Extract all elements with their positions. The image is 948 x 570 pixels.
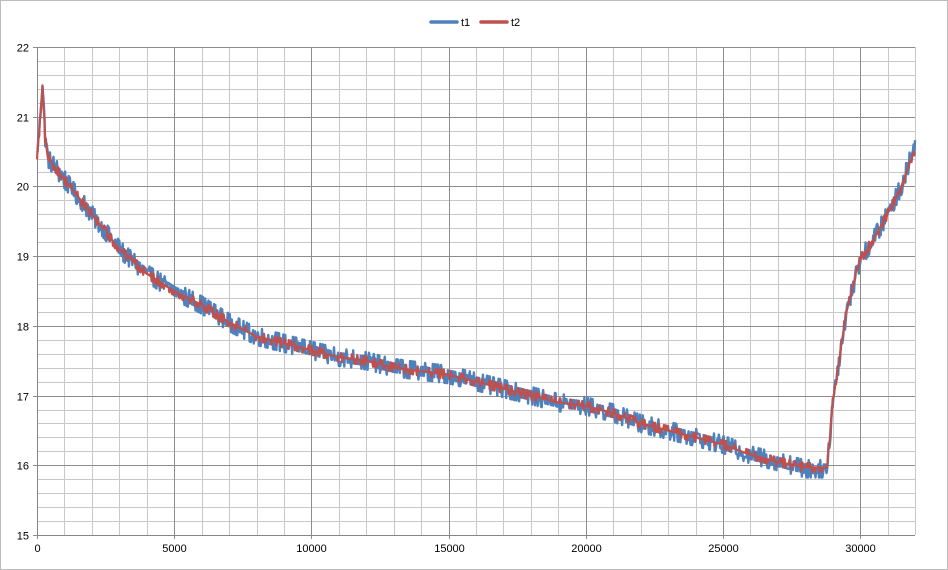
series-line-t1 — [36, 84, 917, 479]
y-tick-label: 20 — [17, 182, 29, 194]
x-tick-label: 5000 — [162, 543, 186, 555]
y-tick-label: 16 — [17, 461, 29, 473]
series-line-t2 — [35, 84, 917, 473]
y-tick-label: 15 — [17, 531, 29, 543]
y-tick-label: 21 — [17, 113, 29, 125]
y-tick-label: 22 — [17, 43, 29, 55]
x-tick-label: 15000 — [434, 543, 465, 555]
x-tick-labels: 0 5000 10000 15000 20000 25000 30000 — [34, 543, 875, 555]
x-tick-label: 30000 — [845, 543, 876, 555]
y-tick-label: 19 — [17, 252, 29, 264]
axes — [37, 47, 915, 536]
x-tick-label: 25000 — [708, 543, 739, 555]
series-layer — [35, 84, 917, 479]
x-tick-label: 10000 — [296, 543, 327, 555]
x-tick-label: 0 — [34, 543, 40, 555]
legend-label-t1: t1 — [461, 17, 470, 29]
legend: t1 t2 — [429, 17, 520, 29]
y-tick-label: 18 — [17, 322, 29, 334]
minor-gridlines — [37, 47, 916, 535]
y-tick-labels: 15 16 17 18 19 20 21 22 — [17, 43, 29, 543]
legend-label-t2: t2 — [511, 17, 520, 29]
y-tick-label: 17 — [17, 392, 29, 404]
x-tick-label: 20000 — [571, 543, 602, 555]
